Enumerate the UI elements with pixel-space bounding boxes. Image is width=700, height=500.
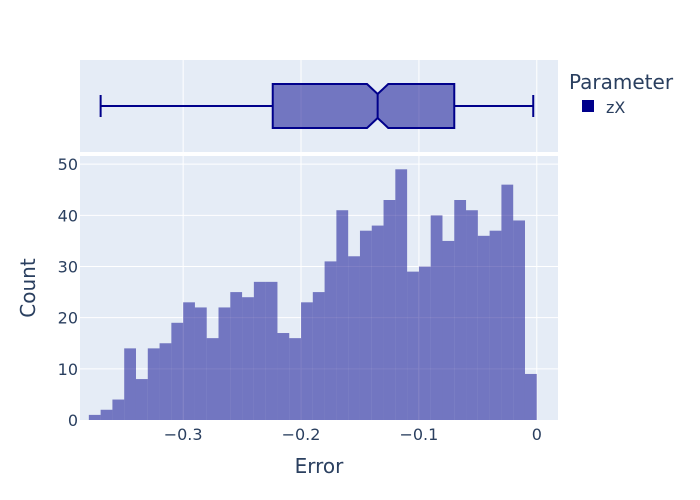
x-tick-label: −0.1 bbox=[399, 425, 438, 444]
y-axis-title: Count bbox=[16, 258, 40, 318]
x-axis-ticks: −0.3 −0.2 −0.1 0 bbox=[164, 425, 542, 444]
histogram-bar bbox=[265, 281, 278, 420]
y-axis-ticks: 0 10 20 30 40 50 bbox=[58, 155, 78, 430]
y-tick-label: 40 bbox=[58, 206, 78, 225]
histogram-bar bbox=[230, 292, 243, 420]
x-tick-label: −0.2 bbox=[282, 425, 321, 444]
histogram-bar bbox=[100, 409, 113, 420]
histogram-bars bbox=[88, 169, 537, 420]
histogram-bar bbox=[501, 184, 514, 420]
histogram-bar bbox=[218, 307, 231, 420]
histogram-bar bbox=[371, 225, 384, 420]
histogram-bar bbox=[124, 348, 136, 420]
histogram-bar bbox=[147, 348, 160, 420]
y-tick-label: 10 bbox=[58, 360, 78, 379]
legend-title: Parameter bbox=[569, 70, 674, 94]
histogram-bar bbox=[135, 379, 148, 420]
histogram-bar bbox=[336, 210, 349, 420]
legend-swatch-zX[interactable] bbox=[582, 100, 594, 112]
x-tick-label: 0 bbox=[532, 425, 542, 444]
histogram-bar bbox=[348, 256, 360, 420]
histogram-bar bbox=[324, 261, 337, 420]
histogram-bar bbox=[253, 281, 266, 420]
histogram-bar bbox=[289, 338, 302, 420]
histogram-bar bbox=[277, 333, 290, 420]
y-tick-label: 20 bbox=[58, 309, 78, 328]
y-tick-label: 50 bbox=[58, 155, 78, 174]
histogram-bar bbox=[466, 210, 478, 420]
histogram-bar bbox=[194, 307, 207, 420]
histogram-bar bbox=[442, 240, 455, 420]
histogram-bar bbox=[88, 414, 101, 420]
histogram-bar bbox=[430, 215, 443, 420]
histogram-bar bbox=[395, 169, 408, 420]
box-iqr-notched bbox=[271, 83, 456, 129]
histogram-bar bbox=[418, 266, 431, 420]
legend-label-zX[interactable]: zX bbox=[606, 98, 625, 117]
histogram-bar bbox=[242, 297, 254, 420]
histogram-bar bbox=[312, 292, 325, 420]
histogram-bar bbox=[477, 235, 490, 420]
histogram-bar bbox=[171, 322, 184, 420]
histogram-bar bbox=[524, 373, 537, 420]
histogram-bar bbox=[159, 343, 172, 420]
histogram-bar bbox=[383, 200, 396, 420]
histogram-bar bbox=[112, 399, 125, 420]
boxplot-marks bbox=[99, 83, 535, 129]
histogram-bar bbox=[359, 230, 372, 420]
histogram-bar bbox=[489, 230, 502, 420]
legend: Parameter zX bbox=[569, 70, 674, 117]
histogram-bar bbox=[513, 220, 525, 420]
y-tick-label: 30 bbox=[58, 258, 78, 277]
histogram-bar bbox=[454, 200, 467, 420]
histogram-bar bbox=[183, 302, 195, 420]
y-tick-label: 0 bbox=[68, 411, 78, 430]
histogram-bar bbox=[301, 302, 313, 420]
x-axis-title: Error bbox=[295, 454, 345, 478]
histogram-bar bbox=[407, 271, 419, 420]
x-tick-label: −0.3 bbox=[164, 425, 203, 444]
histogram-bar bbox=[206, 338, 219, 420]
